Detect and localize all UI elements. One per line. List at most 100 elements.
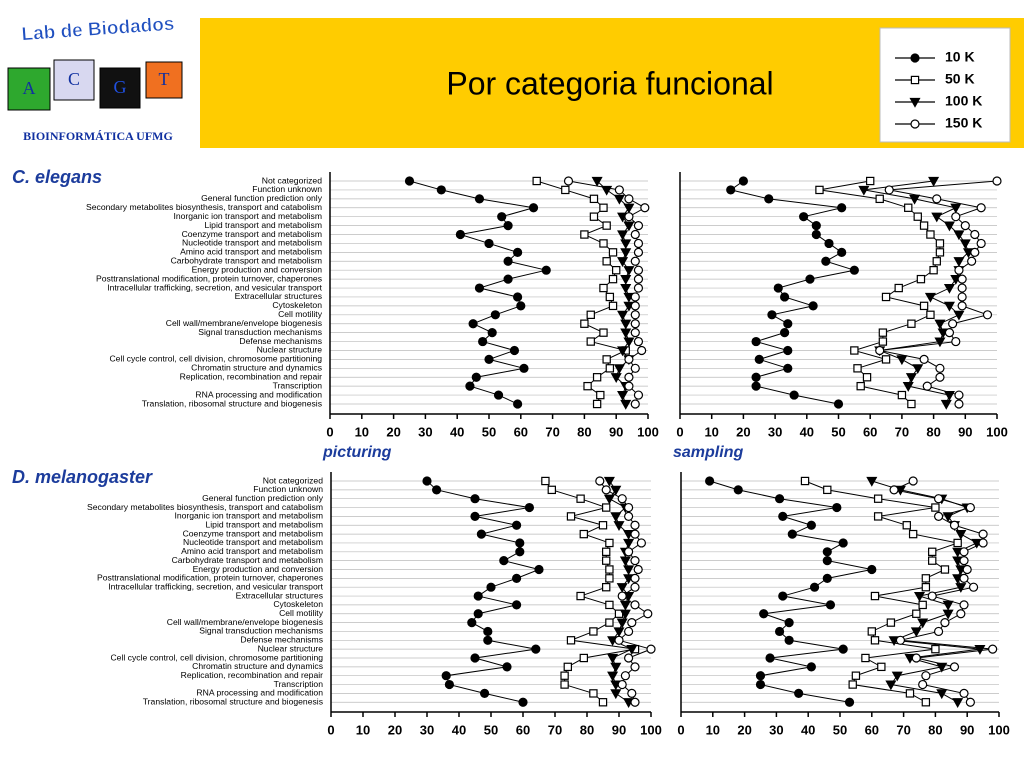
marker — [885, 680, 897, 691]
x-tick-label: 30 — [769, 722, 783, 737]
marker — [493, 390, 504, 400]
marker — [586, 310, 595, 320]
marker — [933, 626, 944, 637]
marker — [931, 644, 940, 654]
legend-marker — [909, 97, 921, 108]
marker — [633, 221, 644, 231]
marker — [515, 547, 525, 557]
marker — [630, 399, 640, 409]
marker — [614, 635, 624, 645]
marker — [957, 274, 967, 284]
marker — [547, 485, 557, 495]
marker — [948, 319, 958, 329]
marker — [960, 221, 970, 231]
marker — [919, 354, 929, 364]
marker — [988, 644, 998, 654]
category-label: Transcription — [274, 679, 324, 689]
marker — [832, 502, 842, 513]
marker — [926, 310, 935, 320]
marker — [754, 354, 764, 364]
marker — [627, 617, 637, 628]
marker — [607, 671, 619, 682]
marker — [607, 653, 619, 664]
marker — [601, 485, 611, 495]
marker — [646, 644, 656, 654]
category-label: RNA processing and modification — [195, 389, 322, 399]
x-tick-label: 0 — [327, 722, 334, 737]
marker — [617, 390, 629, 401]
marker — [630, 529, 640, 539]
marker — [950, 203, 962, 214]
marker — [811, 229, 821, 240]
marker — [601, 503, 611, 512]
marker — [610, 373, 622, 383]
marker — [918, 679, 928, 690]
x-axis-label: picturing — [322, 444, 392, 461]
category-label: Replication, recombination and repair — [180, 372, 322, 382]
marker — [473, 591, 483, 601]
marker — [643, 609, 653, 619]
category-label: Amino acid transport and metabolism — [181, 546, 323, 556]
marker — [928, 176, 940, 187]
marker — [476, 529, 486, 539]
marker — [610, 662, 622, 673]
marker — [599, 283, 608, 293]
legend-box — [879, 27, 1011, 143]
category-label: Cell cycle control, cell division, chrom… — [110, 652, 323, 662]
x-tick-label: 40 — [800, 424, 814, 439]
marker — [619, 556, 631, 567]
marker — [867, 627, 877, 636]
marker — [911, 653, 921, 663]
marker — [422, 476, 432, 486]
marker — [913, 591, 926, 602]
marker — [566, 512, 576, 521]
marker — [560, 671, 569, 680]
marker — [601, 582, 611, 592]
marker — [503, 274, 513, 284]
marker — [924, 292, 936, 303]
marker — [806, 520, 816, 530]
logo-cubes — [7, 59, 183, 111]
category-label: Replication, recombination and repair — [181, 670, 323, 680]
x-tick-label: 90 — [609, 424, 623, 439]
marker — [624, 194, 634, 204]
marker — [471, 372, 481, 382]
marker — [630, 520, 640, 530]
x-tick-label: 10 — [706, 722, 720, 737]
marker — [870, 591, 880, 601]
marker — [833, 399, 844, 409]
marker — [531, 644, 541, 654]
category-label: Cytoskeleton — [272, 300, 322, 310]
marker — [949, 520, 960, 530]
marker — [780, 292, 790, 302]
marker — [982, 310, 993, 320]
marker — [624, 354, 634, 364]
marker — [623, 511, 634, 522]
marker — [809, 582, 820, 592]
marker — [603, 494, 615, 505]
marker — [978, 529, 988, 539]
marker — [467, 617, 477, 628]
category-label: Secondary metabolites biosynthesis, tran… — [87, 502, 323, 512]
marker — [404, 176, 415, 186]
marker — [928, 556, 937, 565]
marker — [620, 328, 632, 339]
marker — [822, 547, 832, 557]
marker — [630, 556, 640, 566]
marker — [959, 239, 971, 250]
marker — [811, 221, 821, 231]
marker — [626, 645, 638, 655]
marker — [633, 390, 644, 400]
marker — [895, 635, 906, 645]
marker — [605, 292, 615, 302]
marker — [853, 364, 862, 373]
x-tick-label: 0 — [676, 424, 683, 439]
panel-title: C. elegans — [12, 167, 102, 187]
marker — [905, 689, 915, 698]
marker — [630, 301, 640, 311]
marker — [934, 337, 946, 348]
marker — [953, 257, 965, 268]
marker — [837, 247, 847, 257]
marker — [630, 229, 640, 240]
marker — [519, 363, 529, 373]
